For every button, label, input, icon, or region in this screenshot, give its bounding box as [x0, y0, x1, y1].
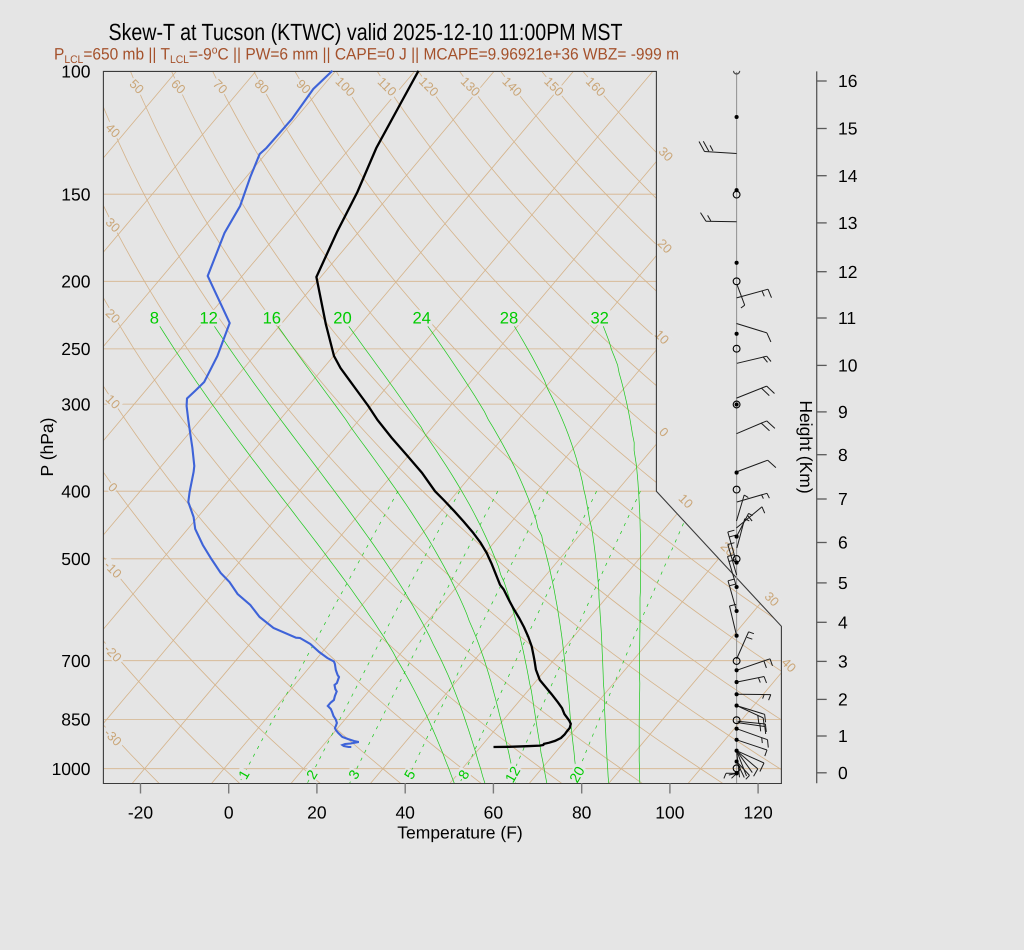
svg-text:700: 700 [61, 651, 90, 671]
svg-text:6: 6 [838, 533, 848, 553]
svg-text:120: 120 [743, 803, 772, 823]
svg-text:8: 8 [838, 445, 848, 465]
svg-text:8: 8 [150, 308, 159, 327]
svg-text:1: 1 [838, 726, 848, 746]
svg-text:200: 200 [61, 272, 90, 292]
svg-text:2: 2 [838, 690, 848, 710]
svg-text:PLCL=650 mb || TLCL=-9oC || PW: PLCL=650 mb || TLCL=-9oC || PW=6 mm || C… [54, 44, 679, 66]
svg-text:20: 20 [307, 803, 327, 823]
svg-text:500: 500 [61, 549, 90, 569]
svg-text:P (hPa): P (hPa) [37, 417, 57, 476]
svg-text:5: 5 [838, 573, 848, 593]
svg-text:250: 250 [61, 339, 90, 359]
svg-text:0: 0 [838, 763, 848, 783]
svg-text:11: 11 [838, 308, 856, 328]
svg-text:20: 20 [567, 764, 589, 786]
svg-text:1000: 1000 [52, 759, 91, 779]
svg-text:Temperature (F): Temperature (F) [397, 823, 522, 843]
svg-text:28: 28 [500, 308, 518, 327]
svg-text:80: 80 [572, 803, 592, 823]
svg-text:40: 40 [395, 803, 415, 823]
svg-text:100: 100 [655, 803, 684, 823]
svg-text:Height (Km): Height (Km) [796, 400, 816, 493]
svg-text:14: 14 [838, 166, 858, 186]
svg-text:7: 7 [838, 489, 848, 509]
svg-text:16: 16 [263, 308, 281, 327]
svg-text:850: 850 [61, 710, 90, 730]
svg-text:Skew-T at Tucson (KTWC) valid: Skew-T at Tucson (KTWC) valid 2025-12-10… [109, 19, 623, 45]
svg-text:24: 24 [412, 308, 430, 327]
svg-text:9: 9 [838, 402, 848, 422]
svg-text:4: 4 [838, 613, 848, 633]
svg-text:12: 12 [502, 764, 524, 786]
svg-text:100: 100 [61, 62, 90, 82]
svg-text:20: 20 [333, 308, 351, 327]
svg-text:400: 400 [61, 481, 90, 501]
svg-text:15: 15 [838, 119, 857, 139]
svg-text:12: 12 [199, 308, 217, 327]
svg-text:60: 60 [484, 803, 504, 823]
svg-text:300: 300 [61, 394, 90, 414]
svg-text:-20: -20 [128, 803, 154, 823]
svg-text:32: 32 [590, 308, 608, 327]
svg-text:16: 16 [838, 71, 857, 91]
svg-text:0: 0 [224, 803, 234, 823]
svg-text:12: 12 [838, 262, 857, 282]
svg-text:10: 10 [838, 356, 858, 376]
svg-text:3: 3 [838, 652, 848, 672]
svg-text:13: 13 [838, 213, 857, 233]
svg-text:150: 150 [61, 184, 90, 204]
